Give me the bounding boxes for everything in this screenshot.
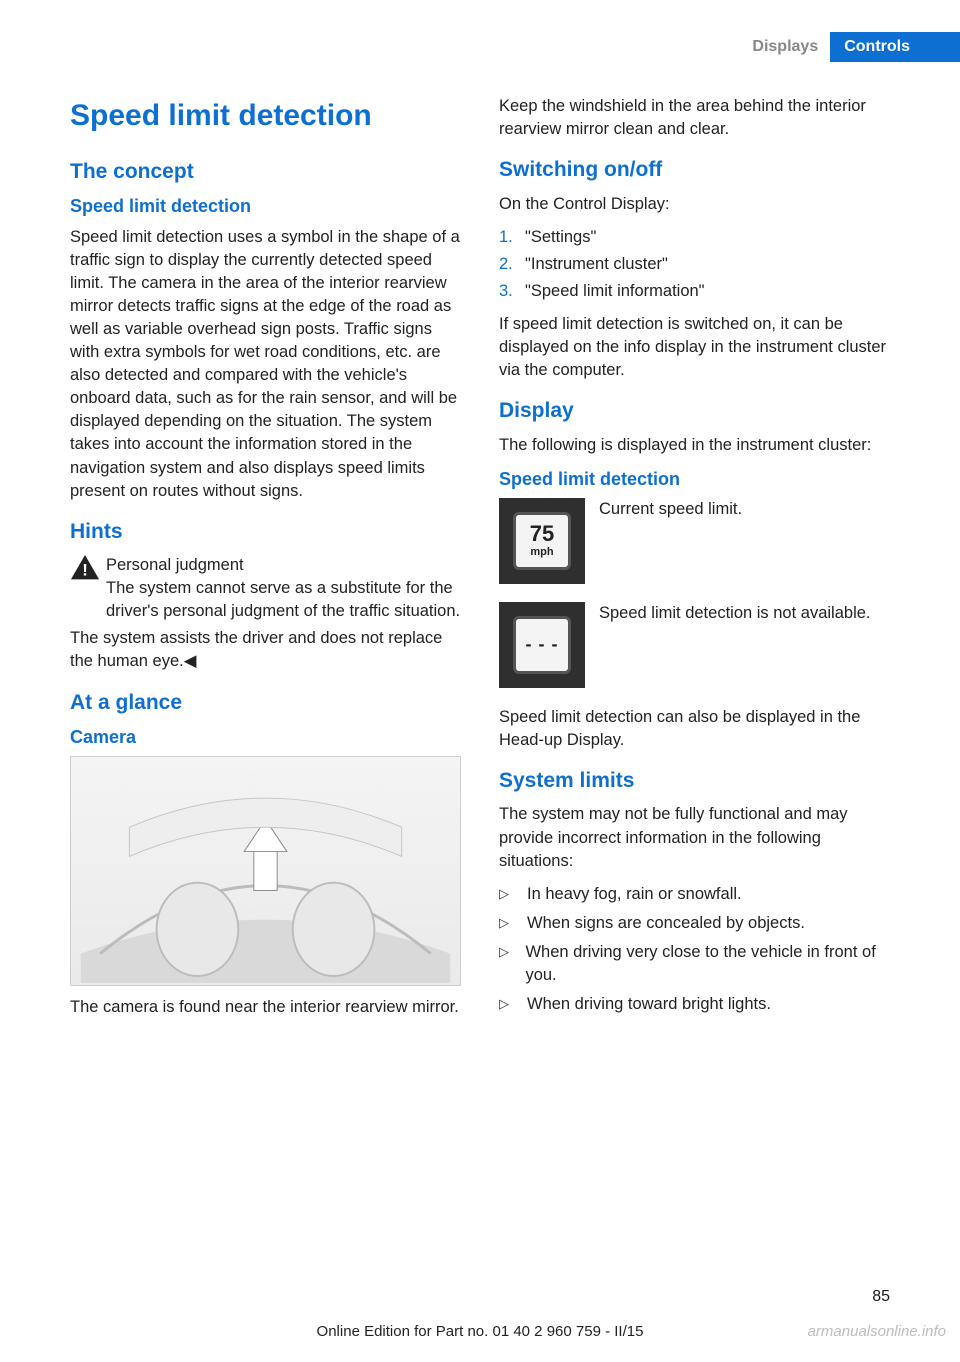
paragraph-sld: Speed limit detection uses a symbol in t…: [70, 226, 461, 503]
footer-text: Online Edition for Part no. 01 40 2 960 …: [0, 1323, 960, 1340]
heading-glance: At a glance: [70, 688, 461, 717]
speed-sign-na-icon: - - -: [499, 602, 585, 688]
display-intro: The following is displayed in the instru…: [499, 434, 890, 457]
list-item: ▷In heavy fog, rain or snowfall.: [499, 883, 890, 906]
warning-block: ! Personal judgment The system cannot se…: [70, 554, 461, 623]
warning-title: Personal judgment: [106, 556, 244, 574]
heading-camera: Camera: [70, 725, 461, 750]
limits-intro: The system may not be fully functional a…: [499, 803, 890, 872]
sign-row-2: - - - Speed limit detection is not avail…: [499, 602, 890, 688]
header-section-label: Displays: [752, 32, 830, 62]
header-bar: Displays Controls: [0, 32, 960, 62]
list-item: ▷When driving very close to the vehicle …: [499, 941, 890, 987]
camera-figure: [70, 756, 461, 986]
list-item: 2."Instrument cluster": [499, 253, 890, 276]
switch-outro: If speed limit detection is switched on,…: [499, 313, 890, 382]
step-number: 3.: [499, 280, 525, 303]
camera-caption: The camera is found near the interior re…: [70, 996, 461, 1019]
heading-hints: Hints: [70, 517, 461, 546]
triangle-bullet-icon: ▷: [499, 993, 527, 1016]
heading-sld: Speed limit detection: [70, 194, 461, 219]
step-number: 1.: [499, 226, 525, 249]
header-chapter-label: Controls: [830, 32, 960, 62]
sign-value: - - -: [526, 632, 559, 657]
right-column: Keep the windshield in the area behind t…: [499, 95, 890, 1262]
heading-concept: The concept: [70, 157, 461, 186]
step-number: 2.: [499, 253, 525, 276]
step-text: "Speed limit information": [525, 282, 705, 300]
sign-value: 75: [530, 523, 554, 545]
paragraph-hints2: The system assists the driver and does n…: [70, 627, 461, 673]
hud-paragraph: Speed limit detection can also be displa…: [499, 706, 890, 752]
sign-description: Speed limit detection is not available.: [599, 602, 890, 625]
list-item: 1."Settings": [499, 226, 890, 249]
warning-text: Personal judgment The system cannot serv…: [106, 554, 461, 623]
sign-unit: mph: [530, 547, 553, 558]
sign-row-1: 75 mph Current speed limit.: [499, 498, 890, 584]
heading-display: Display: [499, 396, 890, 425]
warning-icon: !: [70, 554, 100, 580]
speed-sign-icon: 75 mph: [499, 498, 585, 584]
limits-list: ▷In heavy fog, rain or snowfall. ▷When s…: [499, 883, 890, 1016]
svg-text:!: !: [82, 561, 88, 580]
triangle-bullet-icon: ▷: [499, 883, 527, 906]
switch-steps-list: 1."Settings" 2."Instrument cluster" 3."S…: [499, 226, 890, 303]
step-text: "Instrument cluster": [525, 255, 668, 273]
limit-text: In heavy fog, rain or snowfall.: [527, 883, 742, 906]
limit-text: When signs are concealed by objects.: [527, 912, 805, 935]
sign-description: Current speed limit.: [599, 498, 890, 521]
warning-body: The system cannot serve as a substitute …: [106, 579, 460, 620]
list-item: 3."Speed limit information": [499, 280, 890, 303]
heading-limits: System limits: [499, 766, 890, 795]
page-title: Speed limit detection: [70, 95, 461, 137]
step-text: "Settings": [525, 228, 596, 246]
content-area: Speed limit detection The concept Speed …: [70, 95, 890, 1262]
heading-sld2: Speed limit detection: [499, 467, 890, 492]
list-item: ▷When driving toward bright lights.: [499, 993, 890, 1016]
triangle-bullet-icon: ▷: [499, 912, 527, 935]
page-number: 85: [872, 1288, 890, 1306]
list-item: ▷When signs are concealed by objects.: [499, 912, 890, 935]
left-column: Speed limit detection The concept Speed …: [70, 95, 461, 1262]
limit-text: When driving very close to the vehicle i…: [525, 941, 890, 987]
triangle-bullet-icon: ▷: [499, 941, 525, 987]
heading-switching: Switching on/off: [499, 155, 890, 184]
switch-intro: On the Control Display:: [499, 193, 890, 216]
paragraph-windshield: Keep the windshield in the area behind t…: [499, 95, 890, 141]
limit-text: When driving toward bright lights.: [527, 993, 771, 1016]
